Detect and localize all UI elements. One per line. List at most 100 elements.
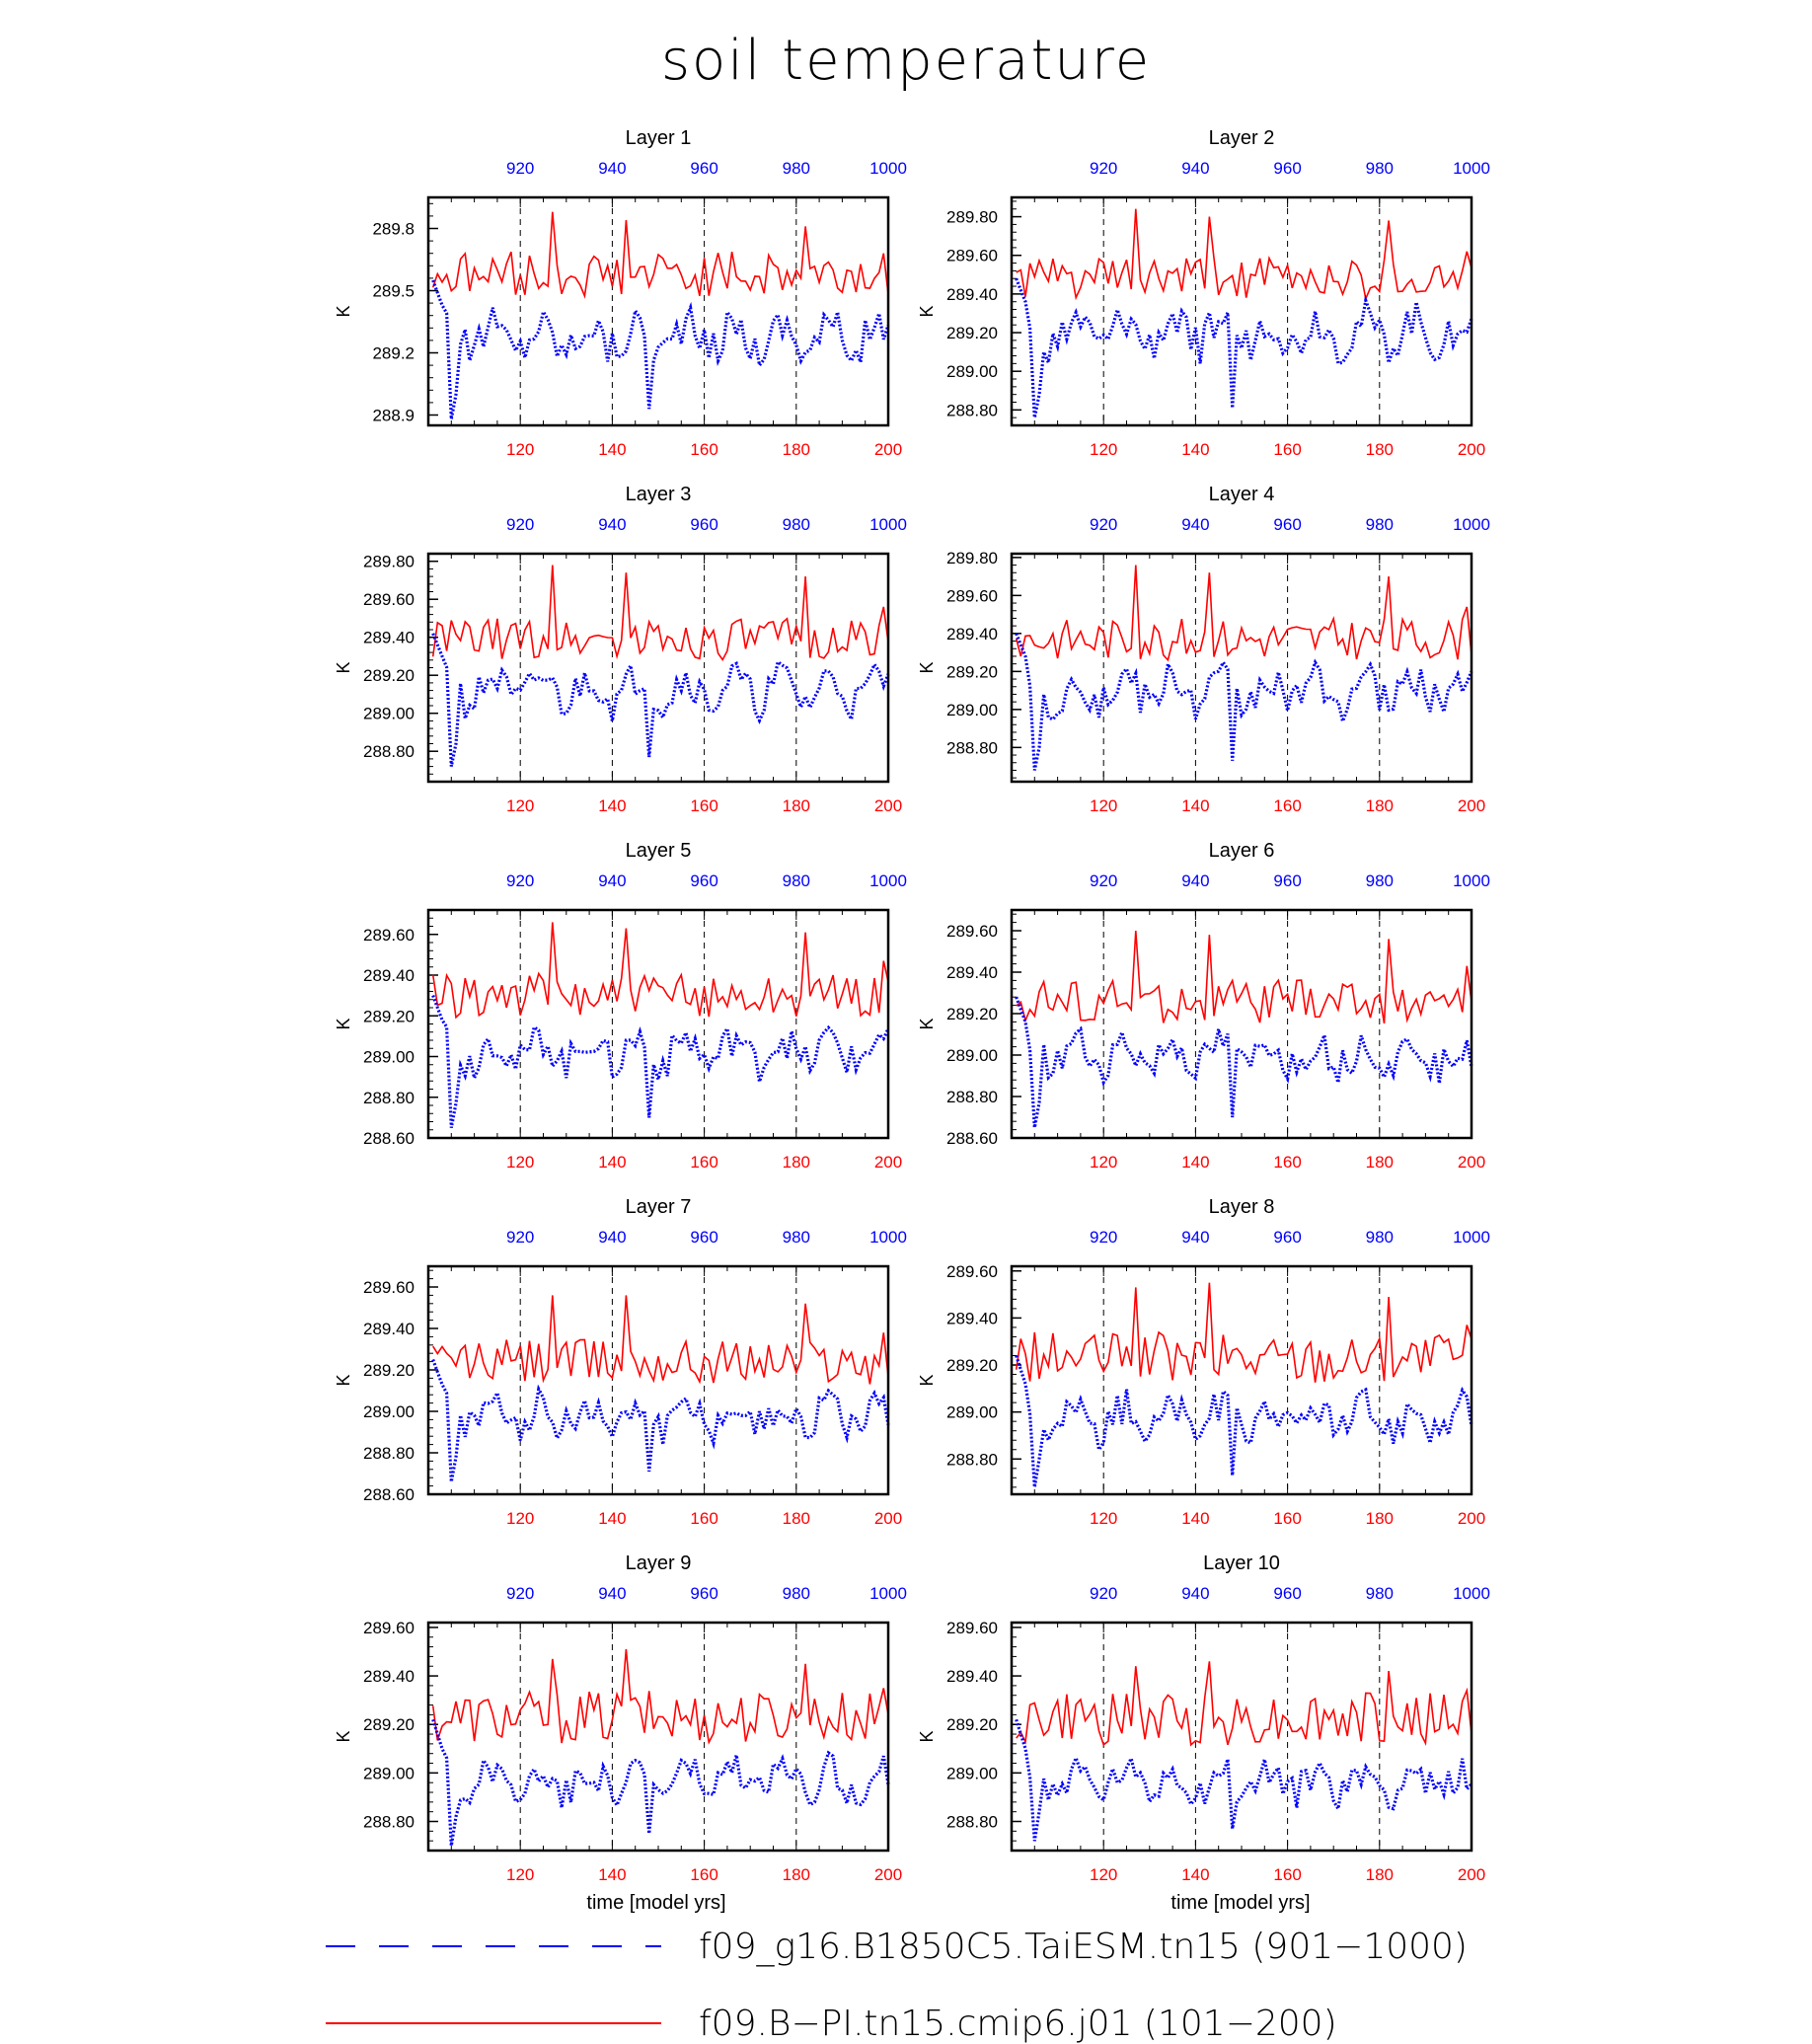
- x-top-tick-label: 980: [1366, 1228, 1394, 1247]
- x-top-tick-label: 1000: [1453, 871, 1490, 890]
- x-bottom-tick-label: 200: [1458, 1865, 1485, 1884]
- y-tick-label: 288.80: [363, 1444, 415, 1463]
- x-top-tick-label: 1000: [1453, 515, 1490, 534]
- plot-frame: [426, 908, 890, 1140]
- series-line-red: [1016, 208, 1472, 302]
- x-bottom-tick-label: 120: [1090, 440, 1117, 459]
- y-tick-label: 289.00: [363, 705, 415, 723]
- x-top-tick-label: 1000: [1453, 159, 1490, 178]
- y-axis-label: K: [334, 1730, 353, 1742]
- y-tick-label: 288.80: [363, 1813, 415, 1832]
- x-bottom-tick-label: 160: [1273, 796, 1301, 815]
- y-tick-label: 289.20: [946, 324, 998, 342]
- y-tick-label: 288.80: [363, 1089, 415, 1107]
- y-tick-label: 289.00: [363, 1048, 415, 1067]
- y-axis-label: K: [917, 1374, 937, 1386]
- series-line-red: [1016, 930, 1472, 1024]
- x-bottom-tick-label: 180: [783, 1865, 810, 1884]
- x-top-tick-label: 920: [506, 515, 534, 534]
- y-tick-label: 289.20: [363, 1715, 415, 1734]
- y-tick-label: 289.40: [946, 963, 998, 982]
- x-top-tick-label: 980: [783, 1584, 810, 1603]
- legend-label-red: f09.B−PI.tn15.cmip6.j01 (101−200): [699, 2004, 1337, 2044]
- x-bottom-tick-label: 120: [1090, 1509, 1117, 1528]
- y-tick-label: 289.40: [363, 966, 415, 985]
- series-line-blue: [431, 279, 890, 419]
- plot-frame: [426, 1621, 890, 1853]
- x-top-tick-label: 1000: [869, 1228, 907, 1247]
- x-bottom-tick-label: 180: [783, 1509, 810, 1528]
- y-tick-label: 289.00: [363, 1764, 415, 1782]
- x-bottom-tick-label: 200: [1458, 440, 1485, 459]
- x-top-tick-label: 1000: [869, 1584, 907, 1603]
- panel-title: Layer 3: [626, 484, 692, 505]
- series-line-red: [431, 922, 889, 1020]
- y-tick-label: 289.60: [363, 1619, 415, 1637]
- y-tick-label: 289.20: [363, 666, 415, 685]
- x-bottom-tick-label: 180: [1366, 1153, 1394, 1172]
- x-bottom-tick-label: 120: [506, 440, 534, 459]
- panel-title: Layer 9: [626, 1552, 692, 1574]
- y-tick-label: 289.20: [363, 1361, 415, 1380]
- x-bottom-tick-label: 160: [690, 796, 717, 815]
- x-bottom-tick-label: 200: [1458, 1153, 1485, 1172]
- x-top-tick-label: 960: [690, 1228, 717, 1247]
- y-tick-label: 289.00: [946, 362, 998, 381]
- y-tick-label: 289.20: [946, 662, 998, 681]
- plot-frame: [1010, 1264, 1473, 1496]
- panel-layer-7: Layer 7 K 288.60 288.80 289.00 289.20 289.40 28…: [334, 1196, 907, 1528]
- x-top-tick-label: 940: [598, 515, 626, 534]
- y-tick-label: 289.40: [946, 625, 998, 643]
- y-tick-label: 289.5: [372, 282, 415, 301]
- panel-layer-10: Layer 10 K 288.80 289.00 289.20 289.40 289.60 1…: [917, 1552, 1490, 1884]
- x-top-tick-label: 940: [598, 1228, 626, 1247]
- x-top-tick-label: 960: [690, 515, 717, 534]
- x-bottom-tick-label: 140: [1181, 440, 1209, 459]
- x-bottom-tick-label: 160: [1273, 1509, 1301, 1528]
- y-tick-label: 289.8: [372, 220, 415, 239]
- plot-frame: [1010, 195, 1473, 427]
- x-bottom-tick-label: 160: [690, 1509, 717, 1528]
- x-top-tick-label: 980: [783, 159, 810, 178]
- panel-layer-8: Layer 8 K 288.80 289.00 289.20 289.40 289.60 12…: [917, 1196, 1490, 1528]
- x-top-tick-label: 1000: [1453, 1228, 1490, 1247]
- x-top-tick-label: 1000: [869, 515, 907, 534]
- plot-frame: [426, 195, 890, 427]
- panel-layer-5: Layer 5 K 288.60 288.80 289.00 289.20 289.40 28…: [334, 840, 907, 1172]
- y-tick-label: 289.00: [363, 1402, 415, 1421]
- series-line-blue: [1015, 277, 1473, 418]
- x-top-tick-label: 920: [506, 871, 534, 890]
- y-tick-label: 288.60: [363, 1129, 415, 1148]
- panel-title: Layer 8: [1209, 1196, 1275, 1218]
- x-bottom-tick-label: 160: [690, 440, 717, 459]
- x-top-tick-label: 980: [1366, 515, 1394, 534]
- y-tick-label: 289.20: [946, 1715, 998, 1734]
- y-tick-label: 288.80: [946, 1450, 998, 1469]
- x-top-tick-label: 1000: [869, 871, 907, 890]
- y-tick-label: 289.00: [946, 701, 998, 719]
- x-bottom-tick-label: 200: [1458, 1509, 1485, 1528]
- x-axis-label-right: time [model yrs]: [1170, 1892, 1310, 1914]
- series-line-blue: [431, 1358, 890, 1482]
- x-bottom-tick-label: 160: [690, 1153, 717, 1172]
- x-top-tick-label: 940: [598, 1584, 626, 1603]
- x-top-tick-label: 960: [690, 159, 717, 178]
- y-tick-label: 289.60: [363, 926, 415, 945]
- y-tick-label: 288.9: [372, 407, 415, 425]
- y-tick-label: 289.40: [946, 285, 998, 304]
- x-top-tick-label: 980: [1366, 871, 1394, 890]
- series-line-red: [431, 1648, 889, 1745]
- y-tick-label: 289.2: [372, 344, 415, 363]
- series-line-blue: [1015, 1355, 1473, 1488]
- x-bottom-tick-label: 180: [783, 1153, 810, 1172]
- plot-frame: [1010, 1621, 1473, 1853]
- panel-layer-2: Layer 2 K 288.80 289.00 289.20 289.40 289.60 28…: [917, 127, 1490, 459]
- panel-title: Layer 10: [1203, 1552, 1280, 1574]
- x-top-tick-label: 920: [1090, 1584, 1117, 1603]
- x-bottom-tick-label: 180: [1366, 440, 1394, 459]
- y-tick-label: 289.60: [946, 1262, 998, 1281]
- series-line-red: [431, 565, 889, 662]
- x-bottom-tick-label: 140: [1181, 1509, 1209, 1528]
- x-top-tick-label: 940: [598, 871, 626, 890]
- y-tick-label: 289.60: [946, 1619, 998, 1637]
